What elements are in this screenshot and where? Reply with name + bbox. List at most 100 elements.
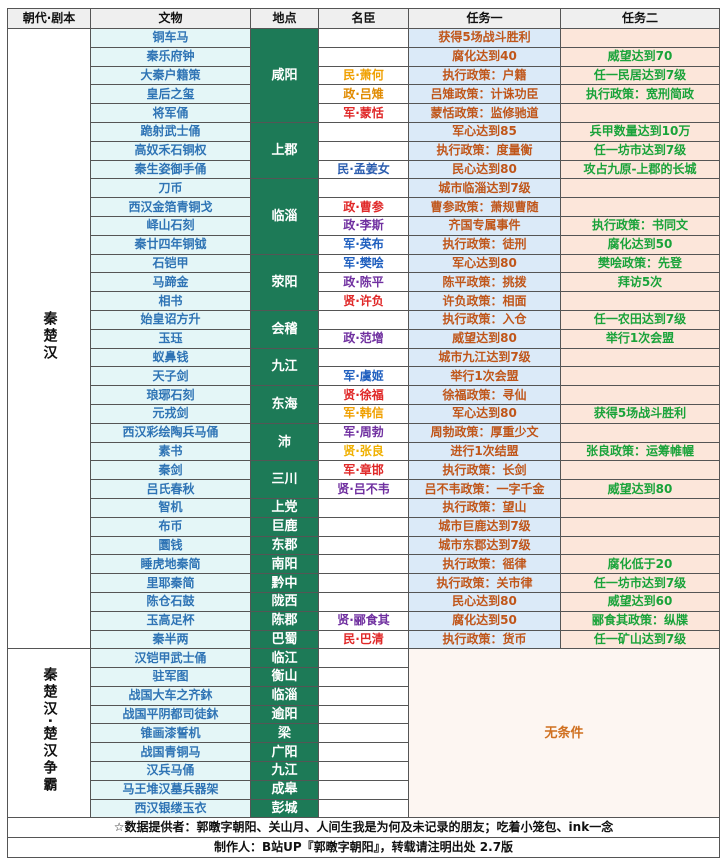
relic-row: 秦廿四年铜钺 军·英布 执行政策：徒刑 腐化达到50 [8,234,720,255]
place: 九江 [250,347,319,387]
task-two [560,516,720,537]
place: 上党 [250,497,319,518]
task-one: 执行政策：度量衡 [408,140,561,161]
place: 上郡 [250,121,319,180]
task-two: 任一坊市达到7级 [560,573,720,593]
relic-row: 布币 巨鹿 城市巨鹿达到7级 [8,516,720,537]
header-cell: 任务一 [408,8,561,29]
place: 东海 [250,385,319,424]
relic: 西汉金箔青铜戈 [90,197,251,217]
task-one: 曹参政策：萧规曹随 [408,197,561,217]
relic: 刀币 [90,178,251,199]
task-two: 获得5场战斗胜利 [560,403,720,424]
relic-row: 皇后之玺 政·吕雉 吕雉政策：计诛功臣 执行政策：宽刑简政 [8,84,720,105]
minister [318,648,409,669]
relic: 铜车马 [90,28,251,48]
relic-row: 战国大车之齐鈢 临淄 [8,685,720,706]
task-one: 执行政策：关市律 [408,573,561,593]
place: 临淄 [250,178,319,255]
task-one: 获得5场战斗胜利 [408,28,561,48]
task-one: 城市巨鹿达到7级 [408,516,561,537]
dynasty: 秦楚汉·楚汉争霸 [7,648,91,819]
place: 广阳 [250,742,319,763]
relic: 秦剑 [90,460,251,481]
relic-row: 玉珏 政·范增 威望达到80 举行1次会盟 [8,328,720,349]
minister: 政·陈平 [318,272,409,293]
task-two: 兵甲数量达到10万 [560,121,720,142]
minister [318,516,409,537]
task-two: 任一矿山达到7级 [560,629,720,650]
relic: 玉珏 [90,328,251,349]
task-two [560,497,720,518]
place: 三川 [250,460,319,499]
relic-row: 跪射武士俑 上郡 军心达到85 兵甲数量达到10万 [8,121,720,180]
task-one: 执行政策：户籍 [408,65,561,86]
relic: 跪射武士俑 [90,121,251,142]
task-two [560,460,720,481]
place: 逾阳 [250,704,319,725]
minister: 军·英布 [318,234,409,255]
relic-row: 秦半两 巴蜀 民·巴清 执行政策：货币 任一矿山达到7级 [8,629,720,650]
relic: 汉铠甲武士俑 [90,648,251,669]
relic-row: 蚁鼻钱 九江 城市九江达到7级 [8,347,720,387]
header-cell: 名臣 [318,8,409,29]
task-one: 腐化达到50 [408,610,561,631]
task-two [560,103,720,123]
place: 衡山 [250,667,319,687]
relic: 里耶秦简 [90,573,251,593]
relic-row: 石铠甲 荥阳 军·樊哙 军心达到80 樊哙政策：先登 [8,253,720,311]
relic: 素书 [90,441,251,462]
place: 会稽 [250,309,319,349]
task-one: 执行政策：徭律 [408,554,561,575]
relic-row: 始皇诏方升 会稽 执行政策：入仓 任一农田达到7级 [8,309,720,349]
relic-row: 圜钱 东郡 城市东郡达到7级 [8,535,720,556]
task-two: 威望达到70 [560,46,720,67]
minister: 军·周勃 [318,422,409,443]
task-one: 执行政策：望山 [408,497,561,518]
relic: 大秦户籍策 [90,65,251,86]
relic: 蚁鼻钱 [90,347,251,368]
minister: 军·章邯 [318,460,409,481]
task-one: 执行政策：长剑 [408,460,561,481]
task-two: 执行政策：宽刑简政 [560,84,720,105]
relic-row: 锥画漆誓机梁 [8,723,720,744]
task-one: 齐国专属事件 [408,215,561,236]
task-one: 周勃政策：厚重少文 [408,422,561,443]
minister [318,704,409,725]
relic-table: 朝代·剧本 文物 地点 名臣 任务一 任务二 秦楚汉 铜车马 咸阳 获得5场战斗胜利秦… [7,8,720,859]
relic-row: 琅琊石刻 东海 贤·徐福 徐福政策：寻仙 [8,385,720,424]
minister [318,497,409,518]
footer-row: 制作人：B站UP『郭暾字朝阳』，转载请注明出处 2.7版 [7,837,720,859]
task-one: 城市东郡达到7级 [408,535,561,556]
task-two [560,385,720,405]
relic: 西汉彩绘陶兵马俑 [90,422,251,443]
relic: 天子剑 [90,366,251,387]
relic-row: 睡虎地秦简 南阳 执行政策：徭律 腐化低于20 [8,554,720,575]
place: 巴蜀 [250,629,319,650]
task-two: 执行政策：书同文 [560,215,720,236]
place: 临淄 [250,685,319,706]
relic-row: 西汉银缕玉衣 彭城 [8,798,720,819]
minister [318,761,409,781]
relic: 将军俑 [90,103,251,123]
task-one: 军心达到80 [408,403,561,424]
relic-row: 陈仓石鼓 陇西 民心达到80 威望达到60 [8,591,720,612]
author: 制作人：B站UP『郭暾字朝阳』，转载请注明出处 2.7版 [7,837,720,859]
relic: 始皇诏方升 [90,309,251,330]
dynasty-text: 秦楚汉 [41,310,58,362]
table-wrap: 朝代·剧本 文物 地点 名臣 任务一 任务二 秦楚汉 铜车马 咸阳 获得5场战斗胜利秦… [7,8,720,859]
task-one: 执行政策：徒刑 [408,234,561,255]
relic-row: 战国青铜马 广阳 [8,742,720,763]
minister: 军·虞姬 [318,366,409,387]
minister [318,178,409,199]
place: 陈郡 [250,610,319,631]
relic: 马蹄金 [90,272,251,293]
task-one: 蒙恬政策：监修驰道 [408,103,561,123]
dynasty: 秦楚汉 [7,27,91,650]
task-one: 军心达到80 [408,253,561,274]
relic: 陈仓石鼓 [90,591,251,612]
task-two: 拜访5次 [560,272,720,293]
relic: 智机 [90,497,251,518]
relic: 马王堆汉墓兵器架 [90,779,251,800]
minister [318,121,409,142]
